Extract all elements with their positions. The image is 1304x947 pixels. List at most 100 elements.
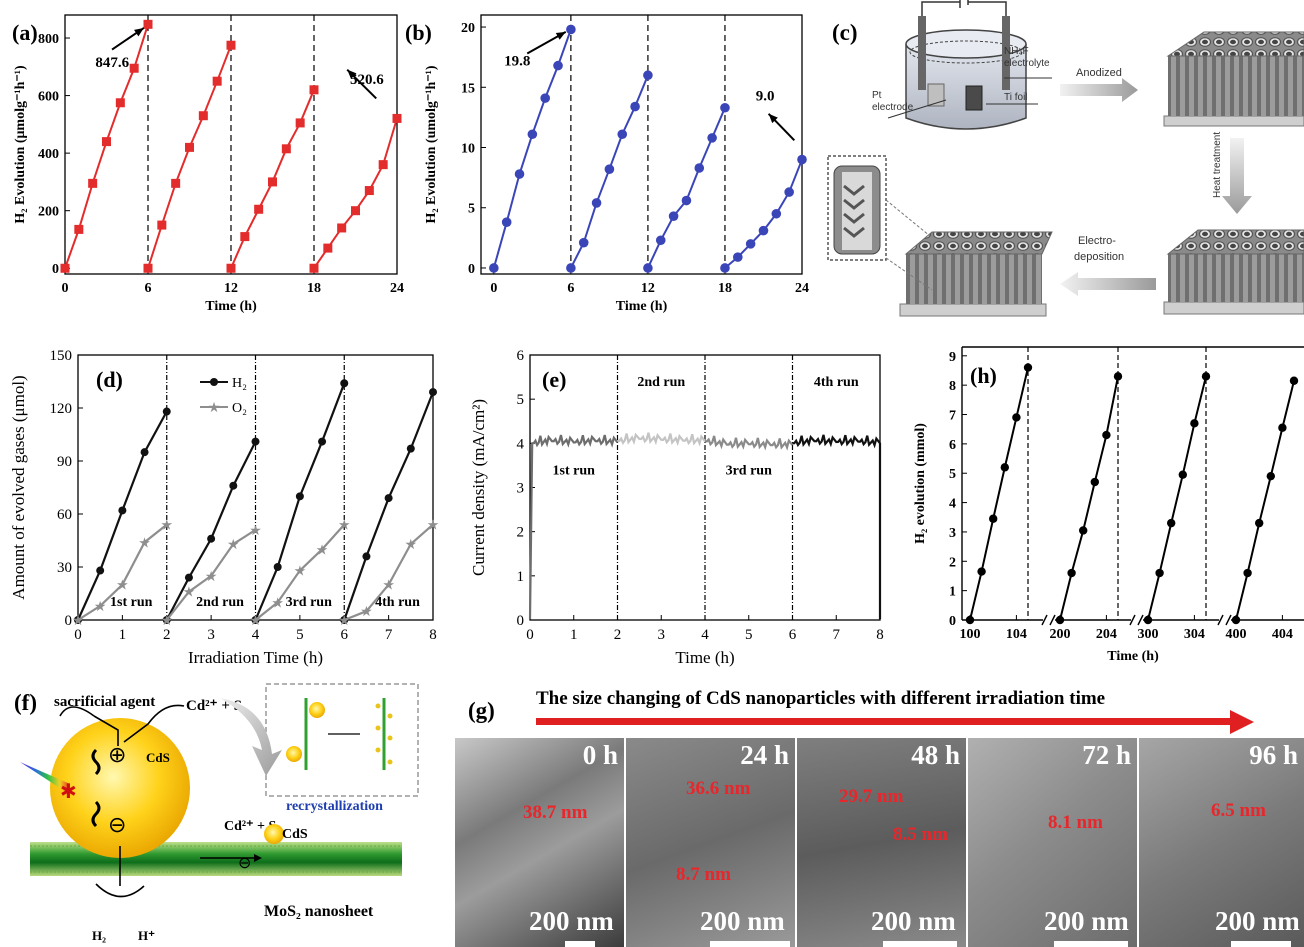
data-point xyxy=(989,514,998,523)
run-label: 4th run xyxy=(814,375,859,390)
y-tick-label: 7 xyxy=(949,409,956,424)
data-point xyxy=(1231,615,1241,625)
sem-image-48h: 48 h 29.7 nm 8.5 nm 200 nm xyxy=(797,738,966,947)
plot-frame xyxy=(480,14,803,275)
data-label: 9.0 xyxy=(756,89,775,105)
data-point: ★ xyxy=(382,579,395,594)
data-point xyxy=(566,24,576,35)
data-point xyxy=(1201,372,1211,381)
data-label: 847.6 xyxy=(95,55,129,71)
data-point xyxy=(229,481,238,490)
x-tick-label: 5 xyxy=(745,627,753,643)
data-point: ★ xyxy=(427,519,440,534)
data-point xyxy=(707,133,717,143)
light-beam-icon xyxy=(20,762,70,792)
data-point xyxy=(1178,470,1187,479)
scale-bar xyxy=(565,941,595,947)
y-tick-label: 6 xyxy=(517,348,525,364)
data-point xyxy=(668,211,679,221)
y-axis-label: H₂ evolution (mmol) xyxy=(913,423,928,544)
x-tick-label: 7 xyxy=(385,627,393,643)
data-point xyxy=(578,237,589,248)
sem-image-96h: 96 h 6.5 nm 200 nm xyxy=(1139,738,1304,947)
arrow-anodized xyxy=(1060,78,1138,102)
data-point xyxy=(566,263,576,273)
chart-d-svg: (d) 0 30 60 90 120 150 0 1 2 3 4 5 6 7 8 Irradiation Tim… xyxy=(9,348,440,667)
y-tick-label: 1 xyxy=(517,569,525,585)
data-point xyxy=(226,40,236,50)
label-cds-right: CdS xyxy=(282,827,308,842)
data-label: 520.6 xyxy=(350,72,384,88)
data-point: ★ xyxy=(249,614,262,629)
scale-bar xyxy=(710,941,790,947)
data-point xyxy=(1102,430,1111,440)
panel-label: (d) xyxy=(96,367,123,392)
x-tick-label: 6 xyxy=(789,627,797,643)
zoomed-nanotube xyxy=(827,155,933,291)
data-point xyxy=(1067,568,1076,578)
y-axis-label: H₂ Evolution (umolg⁻¹h⁻¹) xyxy=(424,65,439,223)
data-point xyxy=(207,534,216,543)
data-point xyxy=(337,223,347,233)
data-point xyxy=(96,566,105,575)
label-electro: Electro- xyxy=(1078,235,1116,247)
x-tick-label: 1 xyxy=(570,627,578,643)
data-point xyxy=(694,163,705,173)
label-electrolyte: electrolyte xyxy=(1004,58,1050,69)
sem-time-label: 0 h xyxy=(582,740,618,770)
data-point: ★ xyxy=(316,543,329,558)
series-line xyxy=(969,367,1029,621)
x-tick-label: 104 xyxy=(1006,627,1027,642)
hole-icon: ⊕ xyxy=(108,742,126,767)
data-point xyxy=(309,85,319,95)
x-tick-label: 200 xyxy=(1050,627,1071,642)
data-point xyxy=(1000,463,1009,472)
data-point: ★ xyxy=(338,614,351,629)
y-tick-label: 0 xyxy=(949,614,956,629)
data-point xyxy=(1055,615,1065,625)
sem-time-label: 24 h xyxy=(740,740,789,770)
label-mos2: MoS₂ nanosheet xyxy=(264,903,374,920)
run-label: 1st run xyxy=(553,463,596,478)
data-point xyxy=(429,388,437,397)
x-tick-label: 7 xyxy=(833,627,841,643)
data-point xyxy=(514,169,525,179)
panel-g: (g) The size changing of CdS nanoparticl… xyxy=(440,676,1304,947)
label-nh4f: NH₄F xyxy=(1004,46,1029,57)
x-axis-label: Time (h) xyxy=(616,299,668,314)
data-point xyxy=(681,195,692,206)
series-line xyxy=(165,528,257,621)
scale-bar-label: 200 nm xyxy=(529,906,614,936)
y-axis-label: Amount of evolved gases (μmol) xyxy=(9,375,28,599)
panel-d: (d) 0 30 60 90 120 150 0 1 2 3 4 5 6 7 8 Irradiation Tim… xyxy=(0,335,470,680)
x-tick-label: 12 xyxy=(641,281,655,296)
panel-label: (a) xyxy=(12,20,38,45)
scale-bar xyxy=(883,941,957,947)
x-axis-label: Time (h) xyxy=(1107,649,1159,664)
sem-time-label: 72 h xyxy=(1082,740,1131,770)
x-tick-label: 18 xyxy=(718,281,732,296)
label-heat: Heat treatment xyxy=(1212,132,1223,198)
x-tick-label: 8 xyxy=(429,627,437,643)
data-point xyxy=(540,93,550,103)
sem-time-label: 96 h xyxy=(1249,740,1298,770)
data-point xyxy=(157,220,167,230)
arrow-heat xyxy=(1222,138,1252,214)
data-point xyxy=(1113,372,1123,381)
y-axis-label: H₂ Evolution (μmolg⁻¹h⁻¹) xyxy=(13,65,28,224)
electron-path-icon xyxy=(91,748,101,776)
panel-c: (c) Pt electrode NH₄F electrolyte Ti foi… xyxy=(820,0,1304,330)
cds-nanoparticle xyxy=(50,718,190,858)
x-tick-label: 1 xyxy=(119,627,127,643)
series-line xyxy=(1059,376,1119,621)
data-point xyxy=(318,437,327,446)
x-axis-label: Time (h) xyxy=(205,299,257,314)
y-tick-label: 4 xyxy=(949,497,956,512)
axis-break-mark xyxy=(1217,614,1224,626)
mechanism-diagram: (f) sacrificial agent Cd²⁺ + S ✱ ⊕ ⊖ CdS… xyxy=(14,683,419,943)
x-tick-label: 4 xyxy=(252,627,260,643)
series-line xyxy=(77,523,168,621)
size-label: 8.5 nm xyxy=(893,824,948,845)
sem-image-24h: 24 h 36.6 nm 8.7 nm 200 nm xyxy=(626,738,795,947)
data-point xyxy=(1143,615,1153,625)
